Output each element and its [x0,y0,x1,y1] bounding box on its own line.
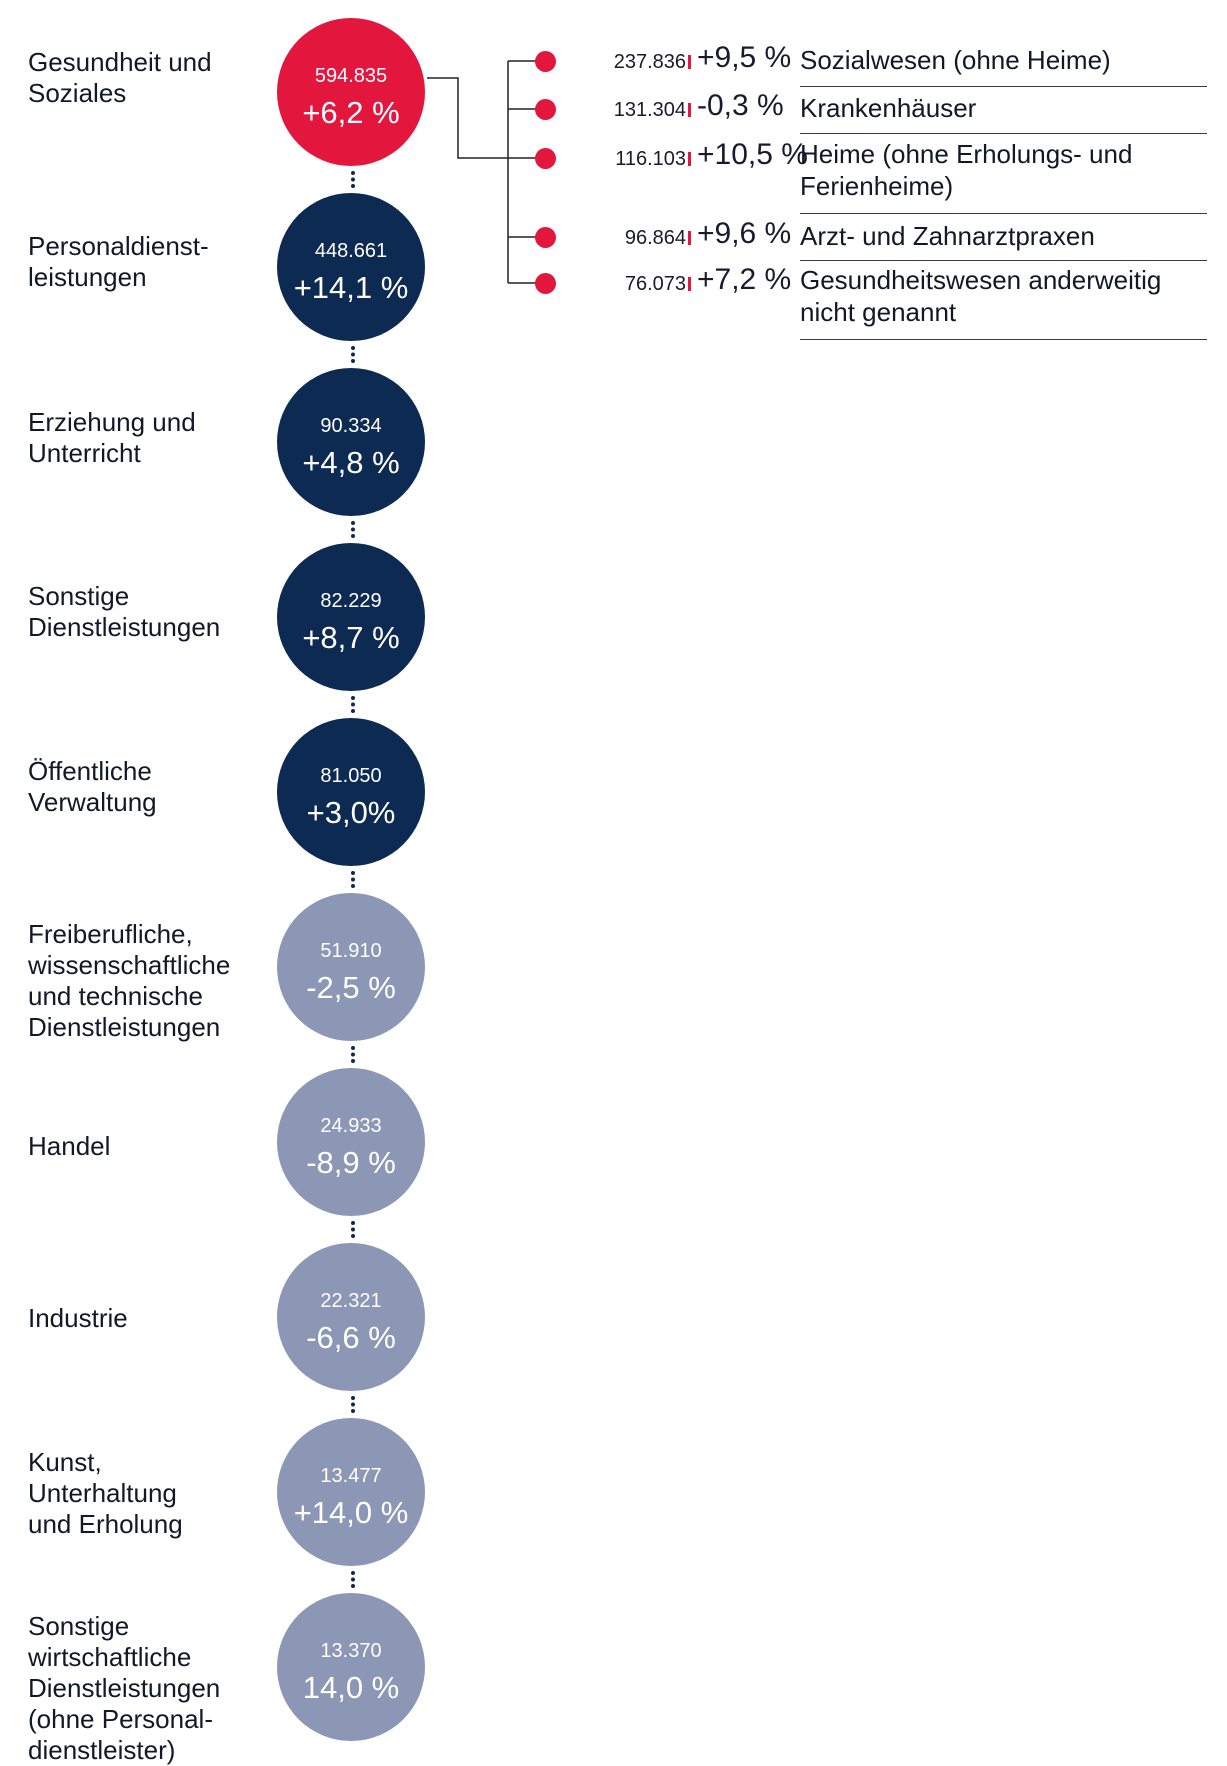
sector-circle: 82.229 +8,7 % [277,543,425,691]
sector-circle: 594.835 +6,2 % [277,18,425,166]
subsector-dot [535,51,556,72]
sector-change: +6,2 % [302,95,400,130]
sector-connector [351,171,355,188]
sector-count: 90.334 [320,415,382,437]
sector-label: Personaldienst- leistungen [28,231,209,292]
sector-label: Öffentliche Verwaltung [28,756,157,817]
subsector-count: 76.073 [624,273,686,295]
subsector-label: Sozialwesen (ohne Heime) [800,45,1111,75]
sector-connector [351,346,355,363]
sector-label: Sonstige Dienstleistungen [28,581,221,642]
sector-connector [351,1046,355,1063]
subsector-dot [535,148,556,169]
subsector-rule [800,213,1207,214]
sector-circle: 51.910 -2,5 % [277,893,425,1041]
sector-label: Industrie [28,1302,128,1333]
sector-circle: 13.477 +14,0 % [277,1418,425,1566]
subsector-label: Krankenhäuser [800,93,977,123]
subsector-change: -0,3 % [697,89,784,122]
sector-connector [351,1396,355,1413]
sector-count: 594.835 [314,65,388,87]
sector-connector [351,521,355,538]
sector-count: 448.661 [314,240,388,262]
subsector-change: +9,5 % [697,41,792,74]
sector-circle: 24.933 -8,9 % [277,1068,425,1216]
sector-count: 13.370 [320,1640,382,1662]
sector-change: -6,6 % [306,1320,396,1355]
subsector-separator [688,152,691,166]
subsector-change: +7,2 % [697,263,792,296]
sector-connector [351,696,355,713]
sector-circle: 22.321 -6,6 % [277,1243,425,1391]
sector-connector [351,1221,355,1238]
subsector-label: Arzt- und Zahnarztpraxen [800,221,1095,251]
sector-change: +3,0% [306,795,396,830]
subsector-separator [688,103,691,117]
subsector-count: 96.864 [624,227,686,249]
subsector-change: +10,5 % [697,138,808,171]
sector-label: Sonstige wirtschaftliche Dienstleistunge… [28,1610,221,1765]
sector-count: 22.321 [320,1290,382,1312]
subsector-rule [800,260,1207,261]
subsector-label: Gesundheitswesen anderweitig nicht genan… [800,265,1162,327]
subsector-label: Heime (ohne Erholungs- und Ferienheime) [800,139,1133,201]
subsector-separator [688,231,691,245]
sector-connector [351,871,355,888]
subsector-rule [800,133,1207,134]
sector-change: +8,7 % [302,620,400,655]
sector-count: 24.933 [320,1115,382,1137]
sector-change: +14,1 % [293,270,409,305]
sector-change: +4,8 % [302,445,400,480]
sector-circle: 81.050 +3,0% [277,718,425,866]
sector-count: 82.229 [320,590,382,612]
subsector-rule [800,339,1207,340]
sector-change: -2,5 % [306,970,396,1005]
subsector-separator [688,55,691,69]
sector-connector [351,1571,355,1588]
sector-change: 14,0 % [302,1670,400,1705]
sector-circle: 448.661 +14,1 % [277,193,425,341]
sector-label: Gesundheit und Soziales [28,47,212,108]
sector-change: +14,0 % [293,1495,409,1530]
sector-circle: 90.334 +4,8 % [277,368,425,516]
subsector-count: 116.103 [615,148,686,170]
sector-label: Kunst, Unterhaltung und Erholung [28,1446,183,1539]
subsector-dot [535,99,556,120]
sector-circle: 13.370 14,0 % [277,1593,425,1741]
subsector-change: +9,6 % [697,217,792,250]
sector-count: 51.910 [320,940,382,962]
sector-change: -8,9 % [306,1145,396,1180]
subsector-dot [535,273,556,294]
sector-count: 13.477 [320,1465,382,1487]
sector-label: Handel [28,1130,111,1161]
subsector-count: 131.304 [613,99,686,121]
subsector-rule [800,86,1207,87]
sector-label: Erziehung und Unterricht [28,407,196,468]
subsector-separator [688,277,691,291]
subsector-dot [535,227,556,248]
sector-count: 81.050 [320,765,382,787]
sector-label: Freiberufliche, wissenschaftliche und te… [28,919,231,1042]
subsector-count: 237.836 [613,51,686,73]
